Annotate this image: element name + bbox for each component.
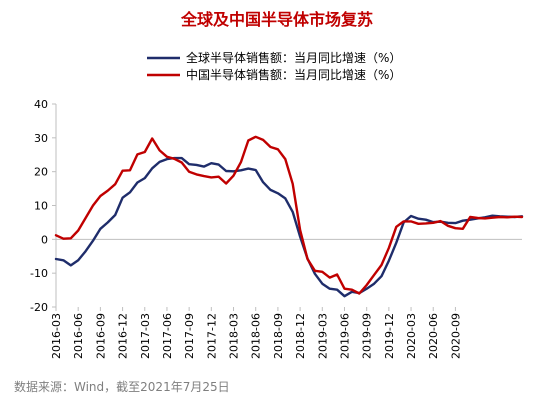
x-tick-label: 2017-12 <box>205 313 218 359</box>
y-tick-label: 40 <box>34 98 48 111</box>
x-tick-label: 2020-06 <box>427 313 440 359</box>
x-tick-label: 2016-12 <box>117 313 130 359</box>
x-tick-label: 2017-09 <box>183 313 196 359</box>
x-tick-label: 2017-03 <box>139 313 152 359</box>
x-tick-label: 2016-06 <box>72 313 85 359</box>
x-tick-label: 2019-03 <box>316 313 329 359</box>
x-tick-label: 2020-09 <box>449 313 462 359</box>
x-tick-label: 2018-09 <box>272 313 285 359</box>
x-tick-label: 2018-03 <box>228 313 241 359</box>
y-tick-label: 10 <box>34 200 48 213</box>
source-note: 数据来源：Wind，截至2021年7月25日 <box>14 380 230 394</box>
series-line-china <box>54 135 524 295</box>
legend-label-global: 全球半导体销售额：当月同比增速（%） <box>186 50 401 65</box>
x-tick-label: 2020-03 <box>405 313 418 359</box>
y-tick-label: -10 <box>30 267 48 280</box>
x-tick-label: 2018-12 <box>294 313 307 359</box>
y-tick-label: 20 <box>34 166 48 179</box>
legend-label-china: 中国半导体销售额：当月同比增速（%） <box>186 67 401 82</box>
x-tick-label: 2018-06 <box>250 313 263 359</box>
y-tick-label: 0 <box>41 233 48 246</box>
x-tick-label: 2019-06 <box>338 313 351 359</box>
x-tick-label: 2019-09 <box>361 313 374 359</box>
x-tick-label: 2016-03 <box>50 313 63 359</box>
chart-title: 全球及中国半导体市场复苏 <box>180 10 373 29</box>
x-tick-label: 2019-12 <box>383 313 396 359</box>
x-tick-label: 2016-09 <box>94 313 107 359</box>
x-tick-label: 2017-06 <box>161 313 174 359</box>
y-tick-label: 30 <box>34 132 48 145</box>
y-tick-label: -20 <box>30 301 48 314</box>
